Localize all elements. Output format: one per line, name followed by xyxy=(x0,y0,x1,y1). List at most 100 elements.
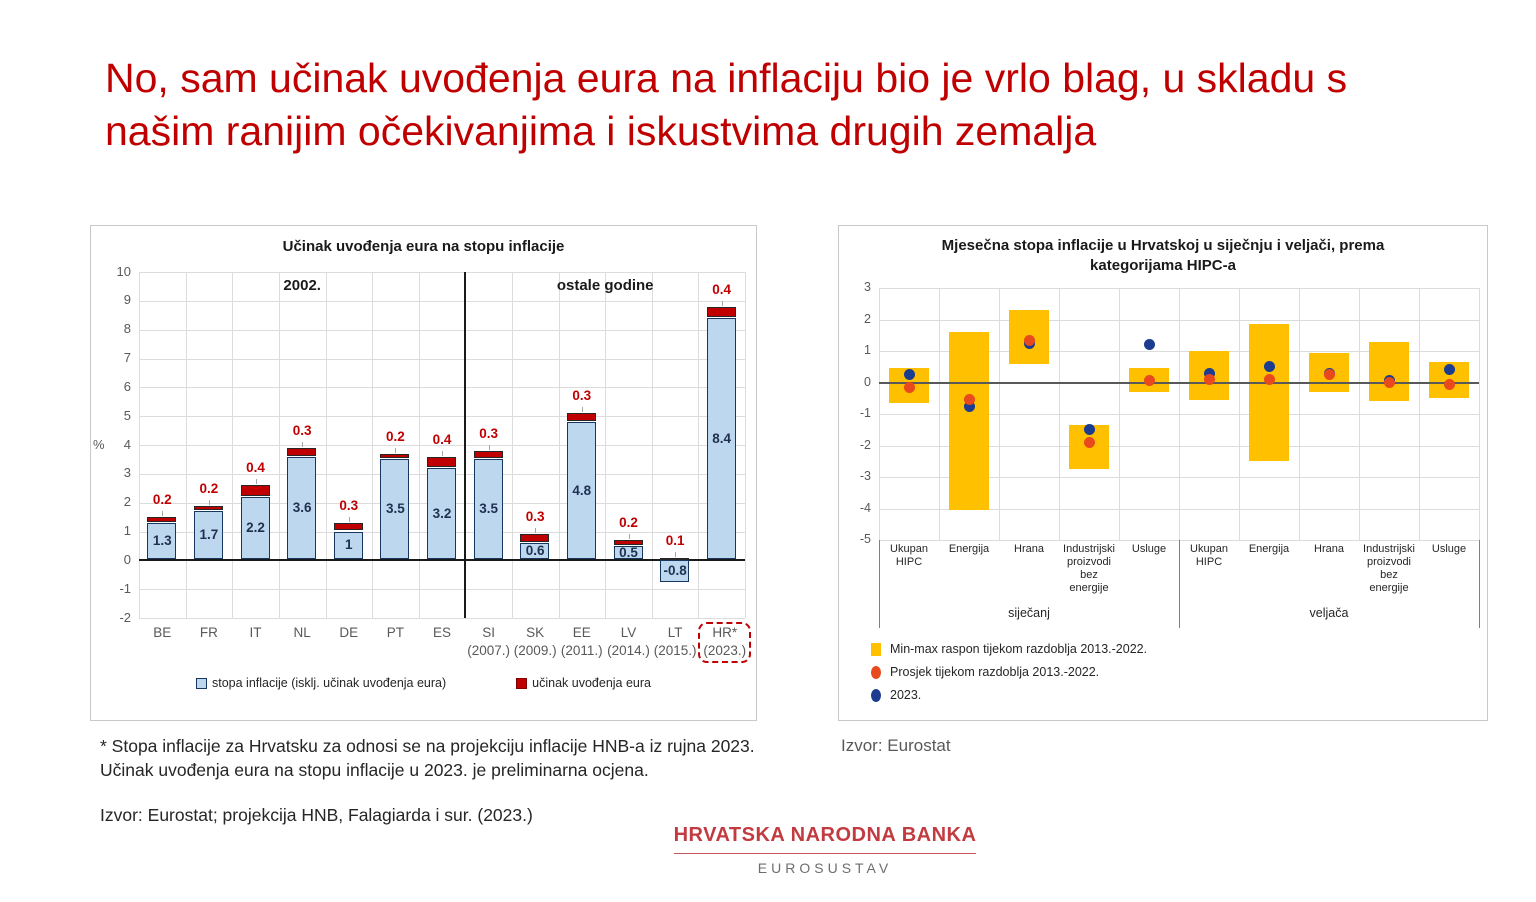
legend-item-average: Prosjek tijekom razdoblja 2013.-2022. xyxy=(871,665,1147,679)
group-label-siječanj: siječanj xyxy=(1008,606,1050,620)
x-axis-country-NL: NL xyxy=(293,625,311,640)
x-axis-country-SI: SI xyxy=(482,625,495,640)
gridline-v xyxy=(698,272,700,618)
bar-inflation-NL xyxy=(287,456,317,560)
bar-value-SK: 0.6 xyxy=(525,543,545,559)
bar-label-leader-IT xyxy=(255,479,257,485)
y-axis-tick: -4 xyxy=(859,500,871,515)
x-axis-label-4: Usluge xyxy=(1131,543,1167,555)
bar-effect-value-BE: 0.2 xyxy=(152,492,172,508)
right-chart-title: Mjesečna stopa inflacije u Hrvatskoj u s… xyxy=(941,237,1385,274)
y-axis-tick: 0 xyxy=(123,551,131,567)
dot-2023-3 xyxy=(1083,424,1095,436)
x-axis-country-LT: LT xyxy=(667,625,683,640)
bar-value-ES: 3.2 xyxy=(432,505,452,521)
dot-2023-5 xyxy=(1203,367,1215,379)
legend-swatch-minmax xyxy=(871,642,881,656)
x-axis-label-5: Ukupan HIPC xyxy=(1190,543,1228,568)
dot-average-0 xyxy=(903,381,915,393)
bar-euro-effect-LT xyxy=(660,557,690,560)
bar-inflation-EE xyxy=(566,421,596,560)
legend-item-inflation: stopa inflacije (isklj. učinak uvođenja … xyxy=(196,676,446,690)
x-axis-label-EE: EE (2011.) xyxy=(559,624,606,659)
legend-item-2023: 2023. xyxy=(871,688,1147,702)
x-axis-label-2: Hrana xyxy=(1014,543,1044,555)
x-axis-label-SI: SI (2007.) xyxy=(465,624,512,659)
y-axis-tick: 0 xyxy=(864,374,871,389)
period-label-0: 2002. xyxy=(283,277,321,294)
x-axis-label-LT: LT (2015.) xyxy=(652,624,699,659)
x-axis-country-PT: PT xyxy=(386,625,405,640)
group-separator-2 xyxy=(1478,540,1480,628)
gridline-v xyxy=(139,272,140,618)
left-chart-title: Učinak uvođenja eura na stopu inflacije xyxy=(282,238,565,255)
dot-average-2 xyxy=(1023,334,1035,346)
zero-axis-line xyxy=(139,559,745,562)
dot-average-6 xyxy=(1263,373,1275,385)
x-axis-country-SK: SK xyxy=(526,625,545,640)
y-axis-tick: 1 xyxy=(864,343,871,357)
x-axis-label-LV: LV (2014.) xyxy=(605,624,652,659)
bar-value-NL: 3.6 xyxy=(292,499,312,515)
bar-euro-effect-DE xyxy=(333,522,363,531)
dot-average-5 xyxy=(1203,373,1215,385)
y-axis-tick: -2 xyxy=(859,437,871,452)
bar-value-FR: 1.7 xyxy=(199,527,219,543)
legend-label-2023: 2023. xyxy=(890,688,922,702)
bar-inflation-PT xyxy=(380,459,410,560)
gridline-h xyxy=(139,358,745,360)
gridline-h xyxy=(139,329,745,331)
dot-2023-1 xyxy=(963,400,975,412)
x-axis-country-LV: LV xyxy=(620,625,637,640)
gridline-h xyxy=(139,387,745,389)
bar-inflation-SK xyxy=(520,543,550,560)
x-axis-year-SI: (2007.) xyxy=(467,642,510,658)
x-axis-country-BE: BE xyxy=(153,625,172,640)
y-axis-tick: -2 xyxy=(119,609,131,625)
bar-effect-value-HR*: 0.4 xyxy=(712,281,732,297)
period-divider-line xyxy=(464,272,467,618)
bar-label-leader-HR* xyxy=(721,300,723,306)
source-left-chart: Izvor: Eurostat; projekcija HNB, Falagia… xyxy=(100,805,533,825)
slide-title: No, sam učinak uvođenja eura na inflacij… xyxy=(105,55,1348,155)
legend-item-minmax: Min-max raspon tijekom razdoblja 2013.-2… xyxy=(871,642,1147,656)
gridline-v xyxy=(418,272,420,618)
footnote-text: * Stopa inflacije za Hrvatsku za odnosi … xyxy=(100,736,755,780)
dot-average-4 xyxy=(1143,375,1155,387)
bar-euro-effect-BE xyxy=(147,517,177,522)
y-axis-tick: 9 xyxy=(123,292,131,308)
dot-2023-4 xyxy=(1143,339,1155,351)
gridline-v xyxy=(605,272,607,618)
group-separator-1 xyxy=(1178,540,1180,628)
range-bar-1 xyxy=(949,332,989,511)
gridline-v xyxy=(1359,288,1360,540)
right-chart-panel: Mjesečna stopa inflacije u Hrvatskoj u s… xyxy=(838,225,1488,721)
dot-2023-9 xyxy=(1443,364,1455,376)
legend-label-euro-effect: učinak uvođenja eura xyxy=(532,676,651,690)
y-axis-tick: 2 xyxy=(123,494,131,510)
gridline-v xyxy=(1299,288,1300,540)
gridline-v xyxy=(278,272,280,618)
range-bar-6 xyxy=(1249,324,1289,462)
dot-average-1 xyxy=(963,394,975,406)
bar-inflation-SI xyxy=(473,459,503,560)
hnb-logo: HRVATSKA NARODNA BANKA EUROSUSTAV xyxy=(650,824,1000,876)
bar-inflation-FR xyxy=(193,511,223,560)
bar-euro-effect-SI xyxy=(473,450,503,459)
y-axis-tick: 3 xyxy=(123,465,131,481)
gridline-v xyxy=(999,288,1000,540)
y-axis-tick: 6 xyxy=(123,378,131,394)
gridline-v xyxy=(232,272,234,618)
dot-2023-0 xyxy=(903,369,915,381)
bar-inflation-ES xyxy=(427,468,456,560)
dot-average-3 xyxy=(1083,436,1095,448)
x-axis-country-DE: DE xyxy=(339,625,359,640)
y-axis-unit-label: % xyxy=(93,436,105,452)
gridline-v xyxy=(1059,288,1060,540)
left-chart-x-axis: BE FR IT NL DE PT ES SI (2007.) SK (2009.) EE (2011.… xyxy=(139,622,752,676)
x-axis-label-3: Industrijski proizvodi bez energije xyxy=(1063,543,1115,594)
x-axis-label-9: Usluge xyxy=(1431,543,1467,555)
bar-label-leader-EE xyxy=(581,407,583,413)
gridline-v xyxy=(745,272,746,618)
bar-effect-value-LT: 0.1 xyxy=(665,532,685,548)
